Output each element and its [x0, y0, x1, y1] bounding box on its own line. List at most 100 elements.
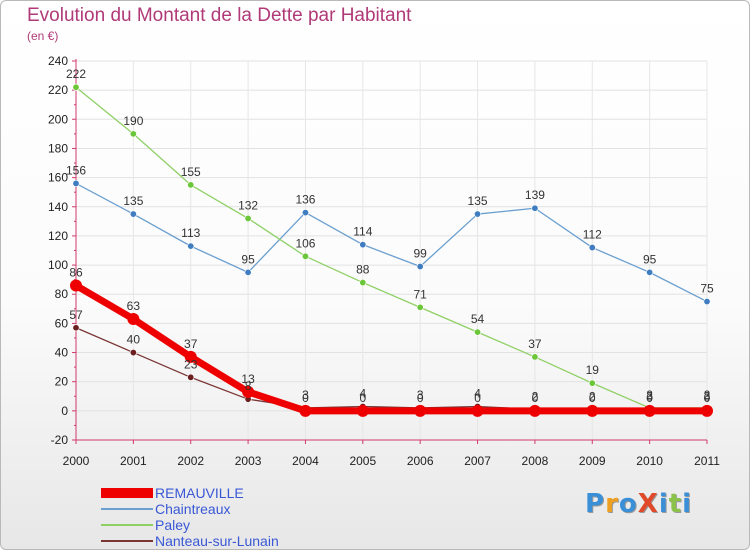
data-label: 3: [302, 388, 309, 402]
data-label: 23: [184, 357, 198, 371]
data-point: [646, 268, 654, 276]
y-tick-label: -20: [51, 433, 69, 447]
x-tick-label: 2000: [63, 454, 90, 468]
data-point: [184, 350, 197, 363]
data-label: 2: [589, 389, 596, 403]
data-label: 86: [69, 265, 83, 279]
legend-label: Chaintreaux: [155, 501, 231, 517]
data-label: 0: [302, 391, 309, 405]
data-point: [187, 181, 195, 189]
data-point: [703, 298, 711, 306]
y-tick-label: 180: [48, 141, 68, 155]
data-label: 54: [471, 312, 485, 326]
data-label: 114: [353, 225, 372, 239]
data-label: 0: [359, 391, 366, 405]
data-point: [70, 279, 82, 292]
data-label: 71: [414, 287, 428, 301]
data-label: 136: [295, 193, 315, 207]
series-line: [75, 86, 708, 409]
y-tick-label: 120: [48, 229, 68, 243]
data-label: 135: [468, 194, 488, 208]
data-point: [299, 404, 312, 417]
y-tick-label: 80: [55, 287, 69, 301]
data-label: 0: [589, 391, 596, 405]
legend-swatch: [101, 524, 153, 526]
data-point: [244, 214, 252, 222]
data-label: 57: [69, 308, 83, 322]
data-label: 75: [700, 282, 714, 296]
data-label: 3: [646, 389, 653, 403]
x-tick-label: 2011: [694, 454, 720, 468]
data-point: [72, 324, 80, 332]
data-point: [301, 252, 309, 260]
x-tick-label: 2005: [349, 454, 376, 468]
data-label: 106: [295, 236, 315, 250]
data-label: 0: [646, 391, 653, 405]
y-tick-label: 0: [61, 404, 68, 418]
data-label: 0: [474, 391, 481, 405]
data-label: 2: [704, 388, 711, 402]
data-point: [416, 303, 424, 311]
y-tick-label: 200: [48, 112, 68, 126]
series-line: [75, 182, 708, 303]
data-label: 4: [474, 386, 481, 400]
data-label: 112: [583, 228, 602, 242]
data-point: [359, 279, 367, 287]
data-point: [129, 210, 137, 218]
y-tick-label: 60: [55, 316, 69, 330]
data-point: [588, 244, 596, 252]
data-label: 132: [238, 198, 258, 212]
data-point: [129, 349, 137, 357]
y-tick-label: 100: [48, 258, 68, 272]
legend-swatch: [101, 540, 153, 542]
data-point: [528, 404, 541, 417]
data-label: 2: [532, 389, 539, 403]
x-tick-label: 2006: [407, 454, 434, 468]
data-label: 95: [241, 252, 255, 266]
x-tick-label: 2004: [292, 454, 319, 468]
data-point: [244, 268, 252, 276]
data-label: 3: [704, 389, 711, 403]
legend-label: Nanteau-sur-Lunain: [155, 533, 279, 549]
data-label: 3: [417, 388, 424, 402]
x-tick-label: 2003: [235, 454, 262, 468]
data-point: [586, 404, 599, 417]
data-label: 0: [532, 391, 539, 405]
y-tick-label: 220: [48, 83, 68, 97]
data-point: [72, 83, 80, 91]
data-label: 37: [528, 337, 542, 351]
y-tick-label: 40: [55, 346, 69, 360]
data-label: 88: [356, 263, 370, 277]
data-point: [474, 328, 482, 336]
data-label: 190: [123, 114, 143, 128]
data-label: 4: [359, 386, 366, 400]
x-tick-label: 2007: [464, 454, 491, 468]
data-point: [414, 404, 427, 417]
legend-label: REMAUVILLE: [155, 485, 244, 501]
data-point: [471, 404, 484, 417]
chart-subtitle: (en €): [27, 29, 59, 43]
data-label: 95: [643, 252, 657, 266]
data-label: 40: [127, 333, 141, 347]
data-point: [127, 313, 140, 326]
data-label: 113: [181, 226, 200, 240]
chart-title: Evolution du Montant de la Dette par Hab…: [27, 5, 412, 26]
series-nanteau-sur-lunain: [72, 324, 711, 413]
data-label: 139: [525, 188, 545, 202]
data-label: 0: [417, 391, 424, 405]
legend-label: Paley: [155, 517, 191, 533]
data-point: [359, 241, 367, 249]
data-point: [474, 210, 482, 218]
legend-swatch: [101, 508, 153, 510]
data-label: 2: [646, 388, 653, 402]
series-chaintreaux: [72, 179, 711, 306]
x-tick-label: 2008: [522, 454, 549, 468]
data-point: [531, 353, 539, 361]
x-tick-label: 2010: [636, 454, 663, 468]
data-point: [531, 204, 539, 212]
data-label: 8: [245, 379, 252, 393]
y-tick-label: 160: [48, 171, 68, 185]
